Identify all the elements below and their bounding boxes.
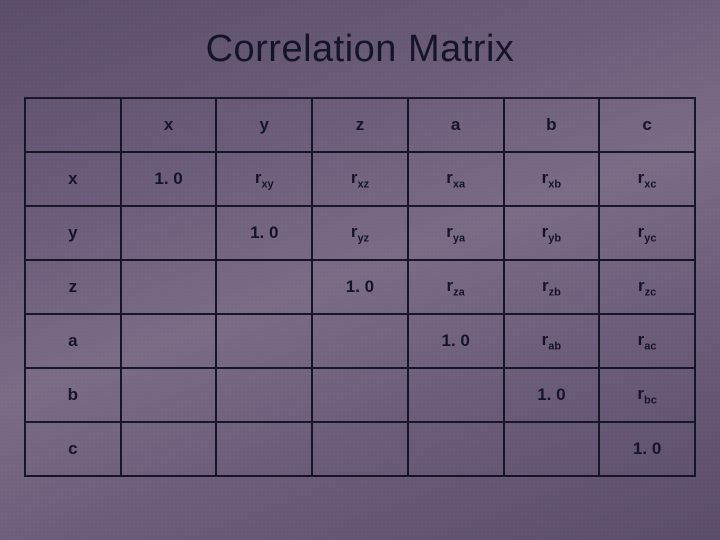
table-cell: rxy <box>216 152 312 206</box>
table-cell: rbc <box>599 368 695 422</box>
correlation-subscript: yc <box>644 232 656 244</box>
table-cell: rza <box>408 260 504 314</box>
table-cell <box>121 422 217 476</box>
table-row: a 1. 0rabrac <box>25 314 695 368</box>
table-body: x1. 0rxyrxzrxarxbrxcy1. 0ryzryarybrycz1.… <box>25 152 695 476</box>
row-header: x <box>25 152 121 206</box>
row-header: z <box>25 260 121 314</box>
correlation-subscript: ab <box>548 340 561 352</box>
table-cell: rxz <box>312 152 408 206</box>
correlation-table-wrap: x y z a b c x1. 0rxyrxzrxarxbrxcy1. 0ryz… <box>0 97 720 477</box>
col-header: b <box>504 98 600 152</box>
table-cell <box>216 314 312 368</box>
table-cell: 1. 0 <box>599 422 695 476</box>
header-corner <box>25 98 121 152</box>
correlation-symbol: r <box>446 222 453 241</box>
correlation-subscript: xa <box>453 178 465 190</box>
correlation-symbol: r <box>638 276 645 295</box>
table-row: z1. 0rzarzbrzc <box>25 260 695 314</box>
table-header-row: x y z a b c <box>25 98 695 152</box>
correlation-table: x y z a b c x1. 0rxyrxzrxarxbrxcy1. 0ryz… <box>24 97 696 477</box>
table-cell <box>216 368 312 422</box>
correlation-subscript: yz <box>357 232 369 244</box>
correlation-subscript: zb <box>549 286 561 298</box>
table-cell <box>408 368 504 422</box>
row-header: a <box>25 314 121 368</box>
correlation-symbol: r <box>446 168 453 187</box>
col-header: c <box>599 98 695 152</box>
correlation-symbol: r <box>637 384 644 403</box>
table-cell: rxb <box>504 152 600 206</box>
table-cell: rzb <box>504 260 600 314</box>
col-header: a <box>408 98 504 152</box>
table-cell: 1. 0 <box>312 260 408 314</box>
col-header: x <box>121 98 217 152</box>
table-cell <box>121 368 217 422</box>
table-cell <box>312 422 408 476</box>
table-cell: rzc <box>599 260 695 314</box>
correlation-subscript: xb <box>548 178 561 190</box>
correlation-subscript: xz <box>357 178 369 190</box>
table-row: y1. 0ryzryarybryc <box>25 206 695 260</box>
row-header: y <box>25 206 121 260</box>
table-cell <box>216 260 312 314</box>
table-cell: ryc <box>599 206 695 260</box>
correlation-subscript: za <box>453 286 465 298</box>
table-cell: rxc <box>599 152 695 206</box>
table-cell: 1. 0 <box>121 152 217 206</box>
table-cell: rya <box>408 206 504 260</box>
correlation-subscript: bc <box>644 394 657 406</box>
row-header: b <box>25 368 121 422</box>
correlation-subscript: yb <box>548 232 561 244</box>
correlation-subscript: ya <box>453 232 465 244</box>
table-cell: rac <box>599 314 695 368</box>
table-cell: ryb <box>504 206 600 260</box>
table-cell: rxa <box>408 152 504 206</box>
correlation-symbol: r <box>542 276 549 295</box>
correlation-subscript: ac <box>644 340 656 352</box>
table-cell: 1. 0 <box>408 314 504 368</box>
correlation-subscript: zc <box>645 286 657 298</box>
table-cell <box>121 314 217 368</box>
col-header: z <box>312 98 408 152</box>
table-cell <box>504 422 600 476</box>
table-cell <box>121 260 217 314</box>
table-row: x1. 0rxyrxzrxarxbrxc <box>25 152 695 206</box>
table-cell: 1. 0 <box>216 206 312 260</box>
table-row: b1. 0rbc <box>25 368 695 422</box>
table-cell <box>312 368 408 422</box>
correlation-subscript: xy <box>261 178 273 190</box>
correlation-subscript: xc <box>644 178 656 190</box>
table-cell: 1. 0 <box>504 368 600 422</box>
table-cell: ryz <box>312 206 408 260</box>
col-header: y <box>216 98 312 152</box>
table-cell <box>408 422 504 476</box>
table-cell: rab <box>504 314 600 368</box>
page-title: Correlation Matrix <box>0 0 720 97</box>
table-cell <box>216 422 312 476</box>
table-row: c 1. 0 <box>25 422 695 476</box>
row-header: c <box>25 422 121 476</box>
table-cell <box>121 206 217 260</box>
table-cell <box>312 314 408 368</box>
